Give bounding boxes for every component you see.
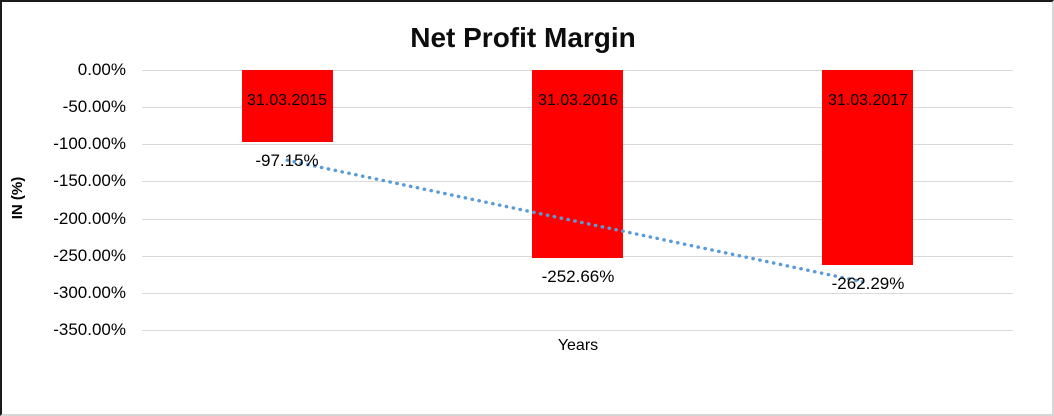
y-axis-tick-label: -250.00% xyxy=(53,246,126,265)
y-axis-tick-label: -200.00% xyxy=(53,209,126,228)
y-axis-title: IN (%) xyxy=(9,176,26,220)
gridline xyxy=(142,330,1013,331)
x-axis-title: Years xyxy=(557,337,599,354)
gridline xyxy=(142,293,1013,294)
data-label: -252.66% xyxy=(541,267,615,286)
category-label: 31.03.2017 xyxy=(827,92,909,109)
y-axis-tick-label: -350.00% xyxy=(53,320,126,339)
category-label: 31.03.2015 xyxy=(246,92,328,109)
y-axis-tick-label: 0.00% xyxy=(77,60,126,79)
category-label: 31.03.2016 xyxy=(537,92,619,109)
y-axis-tick-label: -50.00% xyxy=(62,97,126,116)
bar xyxy=(242,70,333,142)
y-axis-tick-label: -150.00% xyxy=(53,171,126,190)
chart-title: Net Profit Margin xyxy=(410,22,636,53)
y-axis-tick-label: -100.00% xyxy=(53,134,126,153)
data-label: -97.15% xyxy=(255,151,319,170)
data-label: -262.29% xyxy=(831,274,905,293)
y-axis-tick-label: -300.00% xyxy=(53,283,126,302)
